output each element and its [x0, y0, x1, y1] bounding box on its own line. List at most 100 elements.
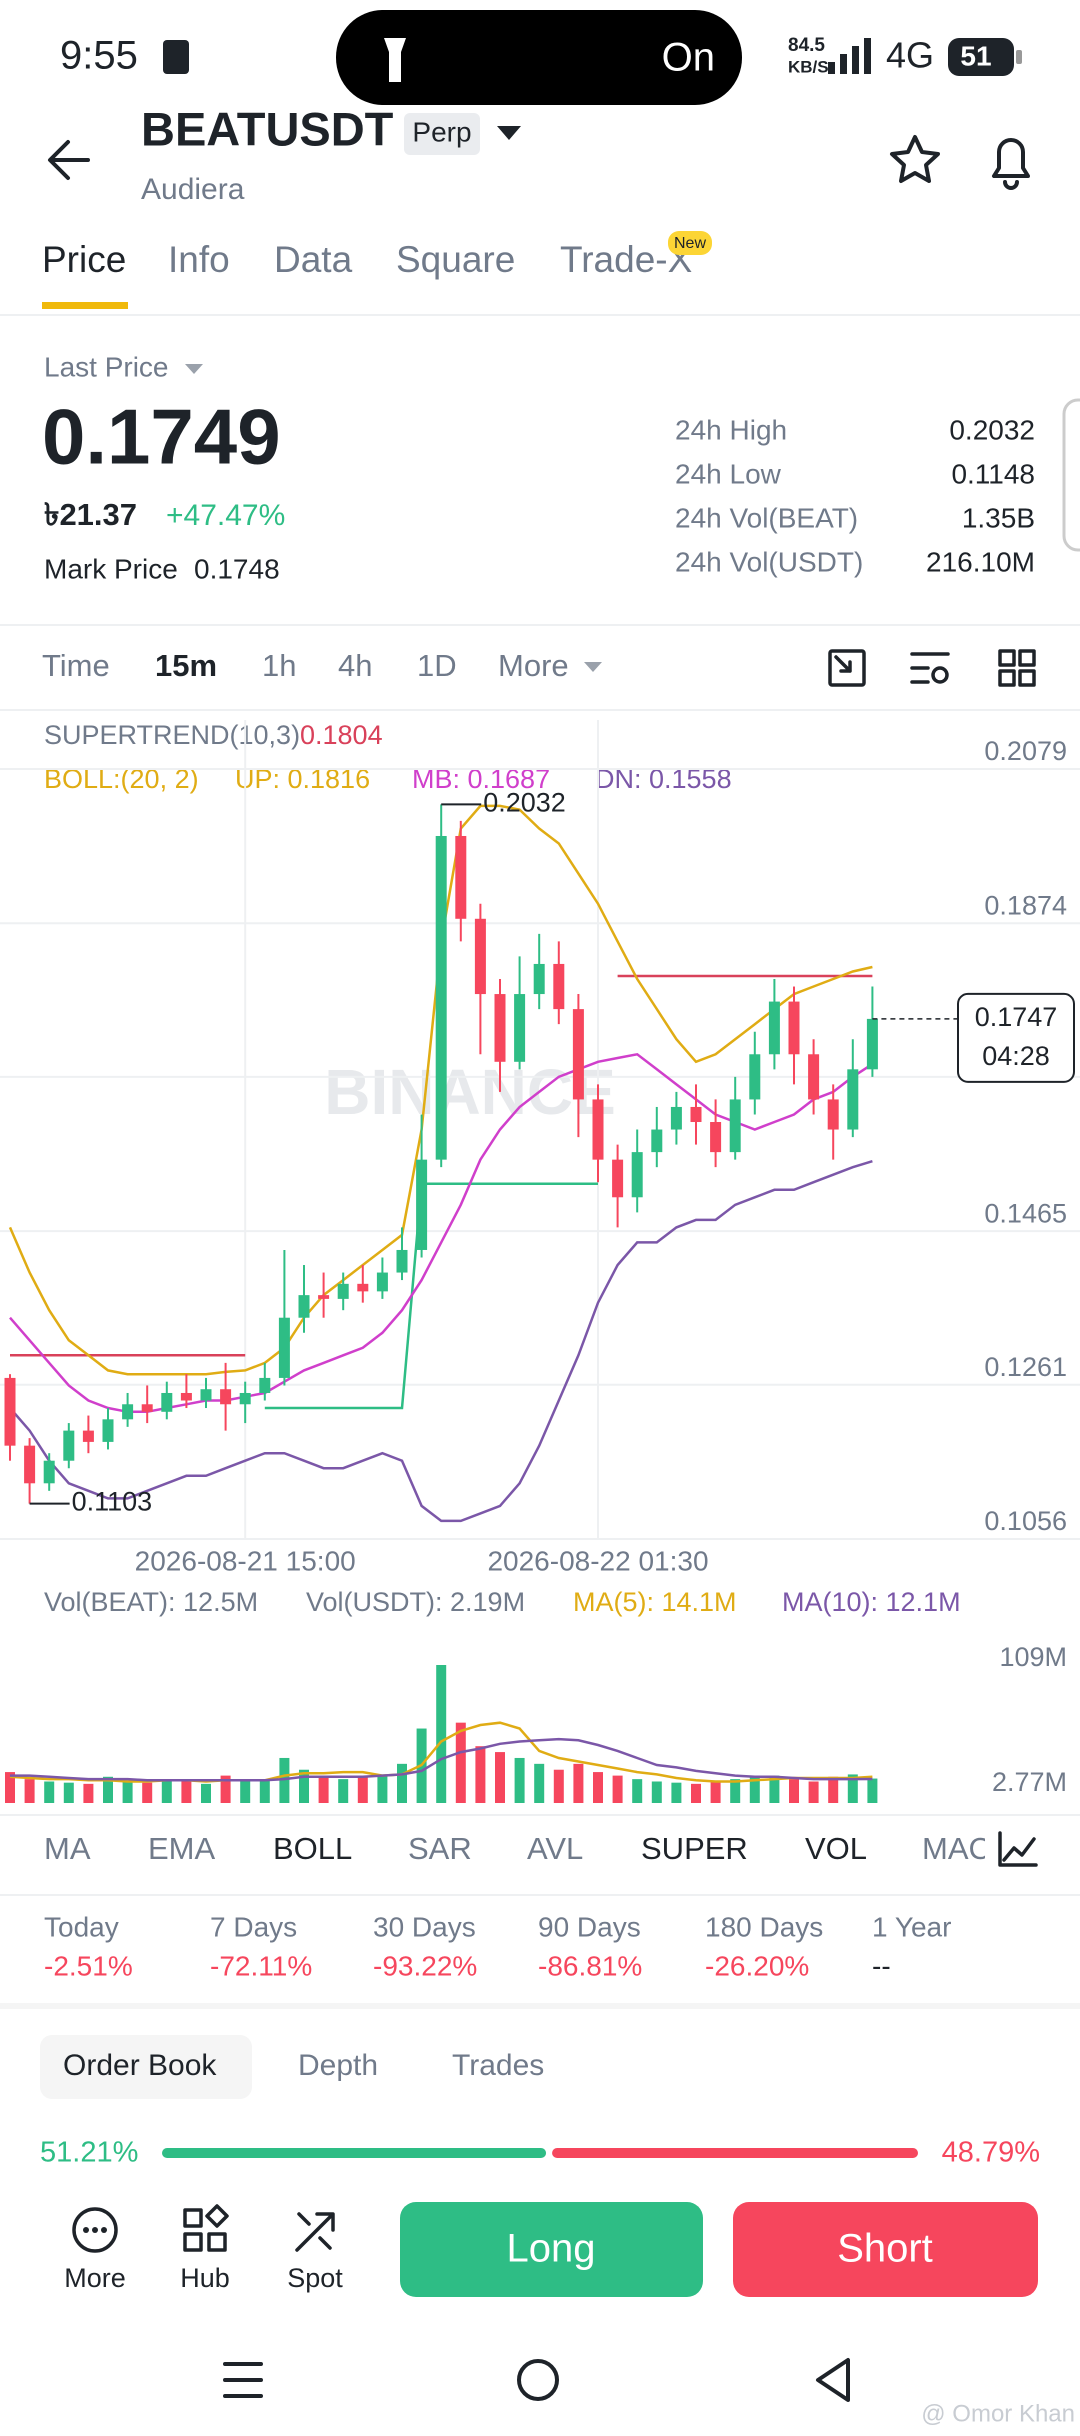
- back-button[interactable]: [48, 140, 90, 180]
- tab[interactable]: Info: [168, 239, 230, 280]
- perf-value: -72.11%: [210, 1950, 312, 1981]
- volume-bar: [573, 1763, 584, 1803]
- indicator[interactable]: BOLL: [273, 1831, 352, 1866]
- volume-bar: [436, 1665, 447, 1803]
- candle-body: [278, 1317, 290, 1378]
- candle-body: [82, 1430, 94, 1442]
- candle-body: [239, 1392, 251, 1405]
- x-tick-label: 2026-08-21 15:00: [135, 1545, 356, 1576]
- long-label[interactable]: Long: [507, 2227, 596, 2271]
- volume-bar: [299, 1769, 309, 1803]
- stat-label: 24h Low: [675, 458, 782, 489]
- timeframe[interactable]: Time: [42, 648, 110, 683]
- more-icon[interactable]: [72, 2207, 118, 2253]
- timeframe[interactable]: 15m: [155, 648, 217, 683]
- volume-label: Vol(BEAT): 12.5M: [44, 1587, 258, 1617]
- long-button[interactable]: [400, 2202, 703, 2297]
- timeframe[interactable]: 1h: [262, 648, 296, 683]
- net-unit: KB/S: [788, 57, 829, 76]
- chart-tools[interactable]: [828, 649, 1036, 687]
- nav-back[interactable]: [816, 2358, 850, 2402]
- candle-body: [141, 1404, 153, 1412]
- volume-bar: [455, 1722, 466, 1803]
- timeframe[interactable]: More: [498, 648, 569, 683]
- stat-label: 24h High: [675, 414, 787, 445]
- last-price-box: [957, 992, 1075, 1083]
- tab[interactable]: Price: [42, 239, 126, 280]
- volume-bar: [377, 1774, 388, 1803]
- action-label[interactable]: Hub: [180, 2263, 230, 2293]
- short-button[interactable]: [733, 2202, 1038, 2297]
- candle-body: [866, 1018, 878, 1070]
- favorite-button[interactable]: [890, 135, 940, 183]
- action-label[interactable]: Spot: [287, 2263, 343, 2293]
- book-tab[interactable]: Trades: [452, 2049, 544, 2082]
- supertrend-line: [264, 1182, 598, 1410]
- indicator[interactable]: AVL: [527, 1831, 583, 1866]
- alert-button[interactable]: [992, 138, 1030, 190]
- candle-body: [670, 1106, 682, 1130]
- indicator[interactable]: MA: [44, 1831, 91, 1866]
- boll-line: [9, 1160, 873, 1523]
- volume-bar: [867, 1778, 878, 1803]
- perf-value: -93.22%: [373, 1950, 477, 1981]
- watermark: @ Omor Khan: [921, 2400, 1075, 2427]
- dots: [83, 2227, 107, 2233]
- volume-bar: [24, 1779, 35, 1803]
- volume-bar: [63, 1782, 74, 1803]
- symbol[interactable]: BEATUSDT: [141, 102, 394, 155]
- candle-body: [357, 1283, 369, 1292]
- y-tick-label: 0.1056: [984, 1506, 1067, 1536]
- volume-bar: [397, 1763, 407, 1803]
- badge-bg: [404, 113, 480, 155]
- last-price-label[interactable]: Last Price: [44, 351, 169, 382]
- x-tick-label: 2026-08-22 01:30: [487, 1545, 708, 1576]
- timeframe[interactable]: 1D: [417, 648, 457, 683]
- perf-value: --: [872, 1950, 891, 1981]
- tab[interactable]: Square: [396, 239, 515, 280]
- perf-value: -26.20%: [705, 1950, 809, 1981]
- tab[interactable]: Data: [274, 239, 353, 280]
- short-label[interactable]: Short: [837, 2227, 933, 2271]
- volume-bar: [808, 1781, 819, 1803]
- hub-icon[interactable]: [183, 2204, 229, 2252]
- nav-menu[interactable]: [223, 2362, 263, 2398]
- volume-bar: [318, 1775, 329, 1803]
- perp-badge: Perp: [412, 116, 471, 147]
- volume-bar: [44, 1781, 55, 1803]
- candle-body: [220, 1389, 232, 1405]
- volume-ma10: [10, 1737, 873, 1782]
- volume-bar: [279, 1757, 290, 1803]
- volume-bar: [847, 1774, 858, 1803]
- indicator-settings[interactable]: [998, 1831, 1038, 1867]
- side-handle[interactable]: [1062, 398, 1080, 552]
- indicator[interactable]: VOL: [805, 1831, 867, 1866]
- perf-label: 90 Days: [538, 1911, 641, 1942]
- sell-bar: [552, 2148, 918, 2158]
- stat-value: 0.1148: [951, 458, 1035, 489]
- candle-body: [768, 1001, 780, 1055]
- candle-body: [514, 994, 526, 1062]
- battery-icon: [948, 38, 1014, 76]
- y-tick-label: 0.1261: [984, 1352, 1067, 1382]
- last-price: 0.1749: [42, 393, 281, 481]
- timeframe[interactable]: 4h: [338, 648, 372, 683]
- candle-body: [435, 835, 447, 1160]
- new-badge-bg: [668, 231, 712, 255]
- volume-bar: [710, 1781, 721, 1803]
- symbol-caret[interactable]: [497, 126, 521, 140]
- indicator[interactable]: EMA: [148, 1831, 216, 1866]
- volume-label: Vol(USDT): 2.19M: [306, 1587, 525, 1617]
- book-tab[interactable]: Order Book: [63, 2049, 217, 2082]
- volume-bar: [259, 1779, 270, 1803]
- nav-home[interactable]: [517, 2359, 559, 2401]
- candle-body: [318, 1295, 330, 1299]
- new-badge: New: [674, 235, 706, 252]
- action-label[interactable]: More: [64, 2263, 126, 2293]
- spot-icon[interactable]: [295, 2212, 335, 2252]
- book-tab[interactable]: Depth: [298, 2049, 378, 2082]
- indicator[interactable]: SAR: [408, 1831, 472, 1866]
- indicator[interactable]: MAC: [922, 1831, 991, 1866]
- indicator[interactable]: SUPER: [641, 1831, 748, 1866]
